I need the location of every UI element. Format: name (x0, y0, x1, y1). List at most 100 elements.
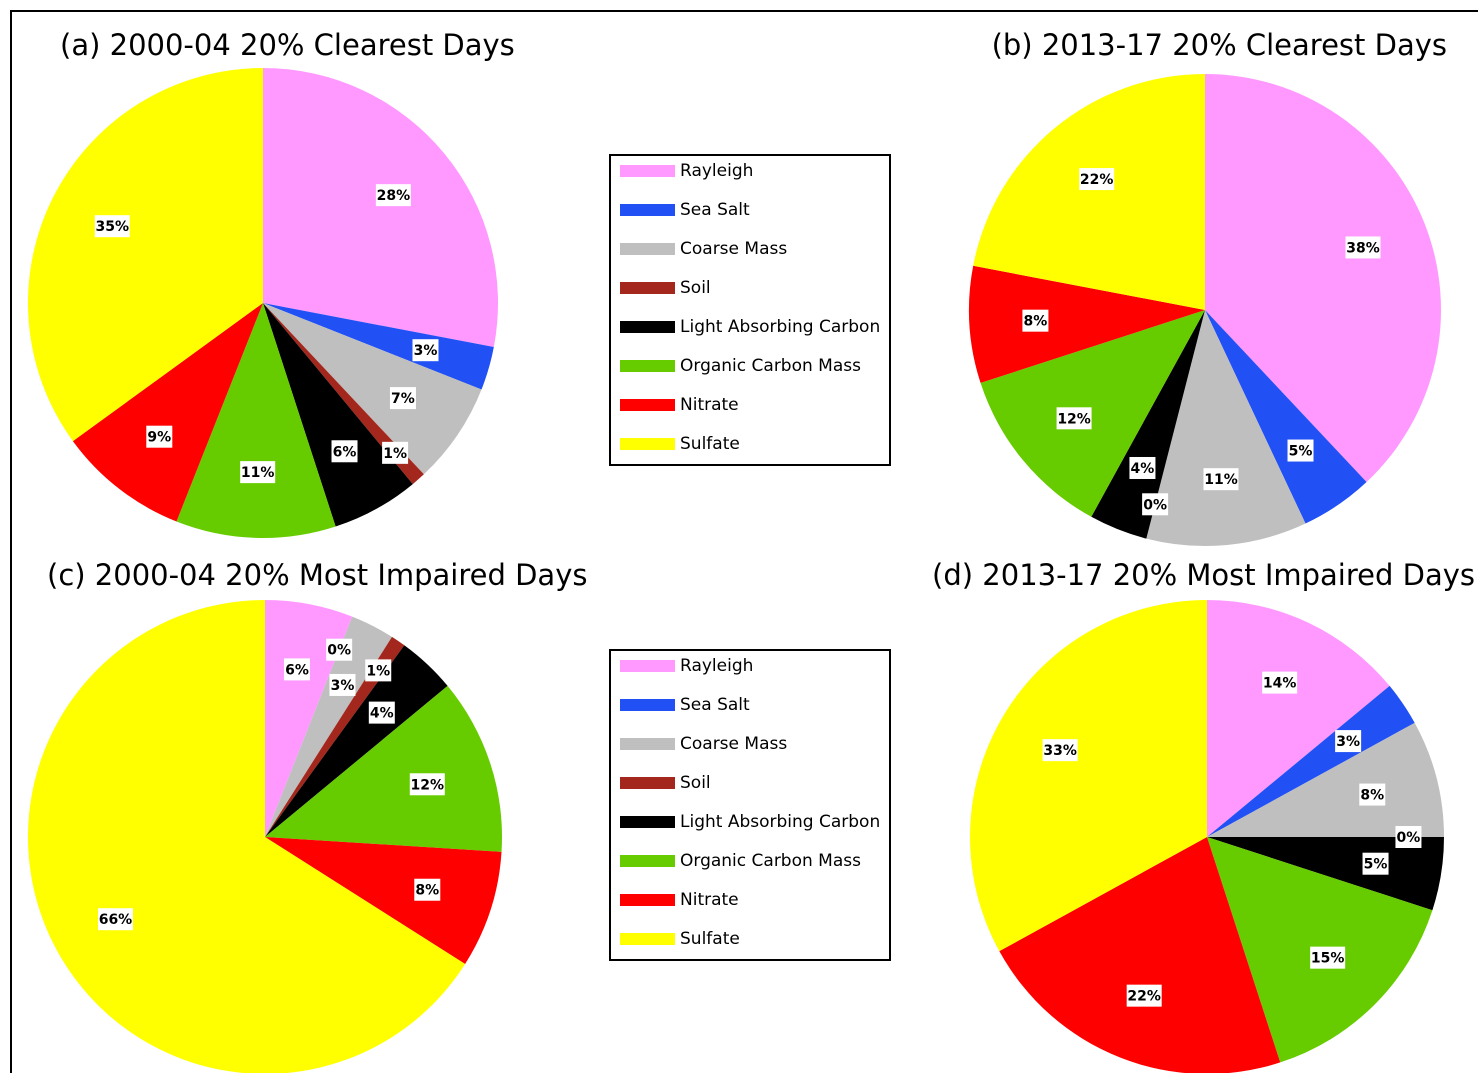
legend-label: Nitrate (680, 890, 739, 910)
pie-slice: Sea Salt (263, 303, 494, 390)
chart-title: (a) 2000-04 20% Clearest Days (60, 28, 515, 62)
legend-label: Light Absorbing Carbon (680, 812, 880, 832)
pie-slice: Sulfate (973, 74, 1205, 310)
data-label-box (382, 441, 409, 464)
data-label: 0% (327, 643, 351, 659)
data-label-box (97, 908, 133, 931)
data-label: 8% (1360, 788, 1384, 804)
legend-swatch (620, 933, 675, 945)
data-label: 15% (1311, 951, 1345, 967)
data-label: 11% (1204, 472, 1238, 488)
data-label-box (1362, 852, 1389, 875)
chart-title: (d) 2013-17 20% Most Impaired Days (932, 558, 1475, 592)
data-label-box (283, 658, 310, 681)
legend-box (609, 649, 891, 961)
pie-slice: Rayleigh (263, 68, 498, 348)
legend-label: Soil (680, 278, 711, 298)
pie-slice: Nitrate (969, 265, 1205, 383)
data-label-box (365, 659, 392, 682)
data-label-box (326, 638, 353, 661)
pie-slice: Coarse Mass (1146, 310, 1306, 546)
pie-slice: Coarse Mass (1207, 722, 1444, 837)
data-label: 0% (1143, 497, 1167, 513)
data-label: 0% (1397, 830, 1421, 846)
pie-slice: Light Absorbing Carbon (1091, 310, 1205, 539)
legend-label: Sulfate (680, 929, 740, 949)
legend-swatch (620, 321, 675, 333)
data-label-box (331, 440, 358, 463)
data-label: 8% (1024, 314, 1048, 330)
pie-slice: Light Absorbing Carbon (265, 645, 448, 837)
data-label-box (412, 339, 439, 362)
legend-label: Coarse Mass (680, 239, 787, 259)
frame (10, 10, 1478, 1073)
pie-slice: Sea Salt (1205, 310, 1367, 524)
data-label-box (146, 425, 173, 448)
legend-label: Light Absorbing Carbon (680, 317, 880, 337)
data-label: 11% (241, 465, 275, 481)
data-label: 9% (147, 430, 171, 446)
legend-swatch (620, 438, 675, 450)
data-label-box (1335, 730, 1362, 753)
pie-slice: Nitrate (265, 837, 502, 964)
pie-slice: Soil (265, 636, 405, 837)
data-label-box (1359, 783, 1386, 806)
data-label: 5% (1364, 857, 1388, 873)
data-label-box (1142, 493, 1169, 516)
legend-swatch (620, 399, 675, 411)
pie-slice: Sulfate (27, 68, 263, 442)
chart-title: (c) 2000-04 20% Most Impaired Days (47, 558, 587, 592)
data-label-box (329, 673, 356, 696)
data-label: 5% (1289, 444, 1313, 460)
data-label: 8% (415, 883, 439, 899)
chart-title: (b) 2013-17 20% Clearest Days (992, 28, 1447, 62)
legend-label: Sulfate (680, 434, 740, 454)
data-label: 4% (370, 706, 394, 722)
legend-label: Organic Carbon Mass (680, 356, 861, 376)
pie-slice: Coarse Mass (263, 303, 482, 475)
pie-slice: Rayleigh (1205, 74, 1441, 483)
data-label: 33% (1043, 743, 1077, 759)
data-label-box (1056, 407, 1092, 430)
data-label: 12% (411, 777, 445, 793)
data-label-box (1287, 439, 1314, 462)
legend-label: Soil (680, 773, 711, 793)
pie-slice: Nitrate (999, 837, 1281, 1073)
data-label: 12% (1057, 411, 1091, 427)
data-label: 1% (366, 663, 390, 679)
pie-slice: Soil (263, 303, 424, 485)
legend-swatch (620, 816, 675, 828)
data-label-box (1126, 984, 1162, 1007)
data-label-box (368, 701, 395, 724)
legend-swatch (620, 738, 675, 750)
data-label-box (409, 773, 445, 796)
data-label-box (1079, 168, 1115, 191)
pie-slice: Light Absorbing Carbon (263, 303, 413, 527)
data-label: 6% (333, 444, 357, 460)
data-label: 22% (1127, 989, 1161, 1005)
legend-label: Organic Carbon Mass (680, 851, 861, 871)
data-label: 7% (391, 391, 415, 407)
data-label-box (240, 461, 276, 484)
data-label-box (1395, 826, 1422, 848)
legend-swatch (620, 243, 675, 255)
legend-swatch (620, 855, 675, 867)
data-label: 28% (377, 188, 411, 204)
pie-slice: Coarse Mass (265, 616, 392, 837)
legend-swatch (620, 699, 675, 711)
pie-slice: Sea Salt (1207, 685, 1415, 837)
legend-label: Rayleigh (680, 161, 753, 181)
legend-box (609, 154, 891, 466)
data-label-box (94, 215, 130, 238)
data-label-box (414, 878, 441, 901)
data-label: 4% (1131, 461, 1155, 477)
data-label: 35% (95, 219, 129, 235)
legend-label: Sea Salt (680, 200, 750, 220)
legend-swatch (620, 777, 675, 789)
pie-slice: Rayleigh (1207, 600, 1390, 837)
data-label: 14% (1263, 676, 1297, 692)
legend-swatch (620, 660, 675, 672)
data-label: 3% (414, 343, 438, 359)
pie-slice: Organic Carbon Mass (176, 303, 336, 539)
